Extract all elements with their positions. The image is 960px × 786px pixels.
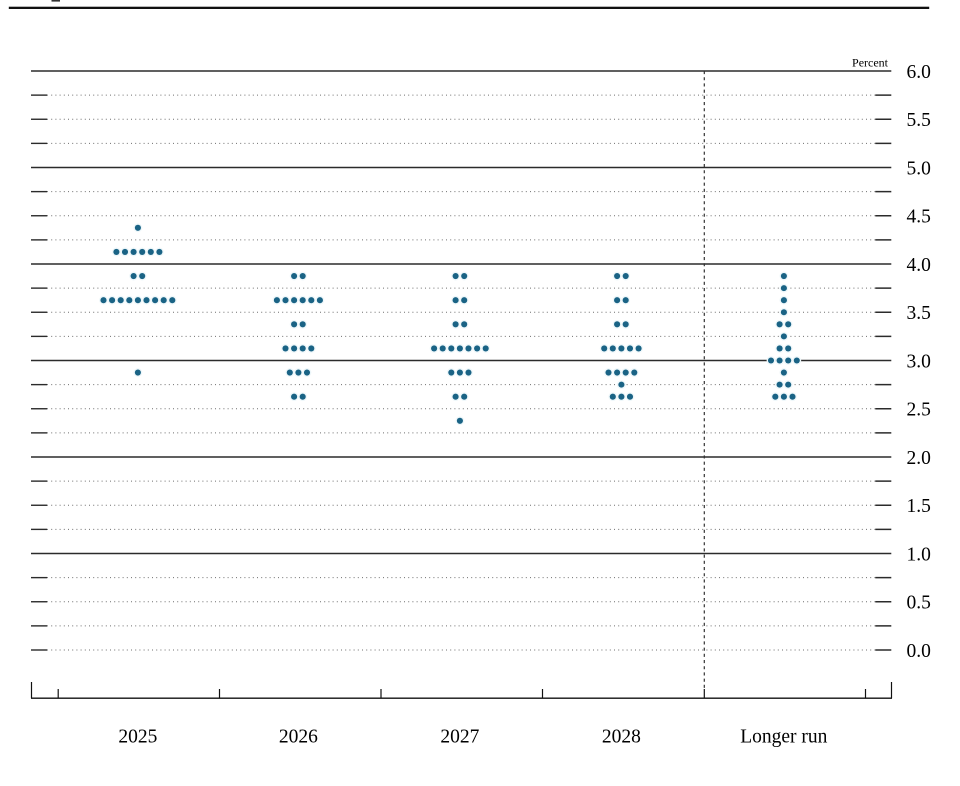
svg-text:3.5: 3.5 bbox=[907, 303, 931, 324]
svg-text:1.5: 1.5 bbox=[907, 496, 931, 517]
svg-text:2.5: 2.5 bbox=[907, 400, 931, 421]
svg-text:2.0: 2.0 bbox=[907, 448, 931, 469]
svg-text:5.0: 5.0 bbox=[907, 158, 931, 179]
svg-text:4.5: 4.5 bbox=[907, 207, 931, 228]
svg-text:0.5: 0.5 bbox=[907, 593, 931, 614]
svg-text:2027: 2027 bbox=[440, 727, 479, 748]
svg-text:6.0: 6.0 bbox=[907, 62, 931, 83]
svg-text:Longer run: Longer run bbox=[740, 727, 827, 748]
svg-text:2025: 2025 bbox=[118, 727, 157, 748]
svg-text:4.0: 4.0 bbox=[907, 255, 931, 276]
svg-text:5.5: 5.5 bbox=[907, 110, 931, 131]
svg-text:0.0: 0.0 bbox=[907, 641, 931, 662]
svg-text:1.0: 1.0 bbox=[907, 544, 931, 565]
svg-text:2028: 2028 bbox=[602, 727, 641, 748]
svg-text:2026: 2026 bbox=[279, 727, 318, 748]
svg-text:3.0: 3.0 bbox=[907, 351, 931, 372]
svg-text:Percent: Percent bbox=[852, 55, 889, 69]
